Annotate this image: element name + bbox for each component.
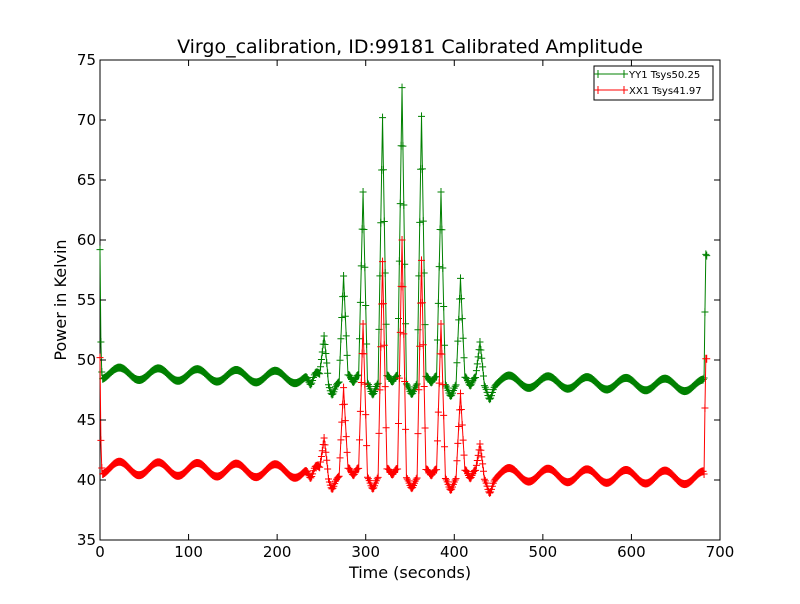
x-axis-label: Time (seconds) — [348, 563, 471, 582]
data-layer — [96, 83, 711, 497]
series-markers — [96, 236, 711, 497]
series-yy1 — [96, 83, 711, 404]
y-tick-label: 70 — [77, 111, 96, 129]
axis-layer: 0 100 200 300 400 500 600 700 35 40 45 50 55 60 65 70 75 — [77, 51, 734, 561]
plot-area-frame — [99, 59, 721, 541]
legend-marker-yy1-right — [620, 70, 628, 78]
legend-frame — [593, 65, 714, 101]
y-tick-label: 65 — [77, 171, 96, 189]
y-tick-label: 35 — [77, 531, 96, 549]
y-tick-label: 60 — [77, 231, 96, 249]
x-tick-label: 500 — [529, 543, 558, 561]
series-markers — [96, 83, 711, 404]
legend-marker-xx1-right — [620, 86, 628, 94]
legend: YY1 Tsys50.25 XX1 Tsys41.97 — [593, 65, 714, 101]
x-tick-label: 100 — [174, 543, 203, 561]
y-tick-label: 55 — [77, 291, 96, 309]
x-tick-label: 300 — [351, 543, 380, 561]
x-tick-label: 200 — [263, 543, 292, 561]
x-tick-label: 600 — [617, 543, 646, 561]
legend-label-yy1: YY1 Tsys50.25 — [628, 70, 700, 81]
x-tick-label: 700 — [706, 543, 735, 561]
y-tick-label: 45 — [77, 411, 96, 429]
x-tick-label: 0 — [95, 543, 105, 561]
x-tick-label: 400 — [440, 543, 469, 561]
y-axis-label: Power in Kelvin — [51, 239, 70, 360]
legend-marker-xx1-left — [594, 86, 602, 94]
legend-entry-yy1: YY1 Tsys50.25 — [594, 70, 700, 81]
legend-label-xx1: XX1 Tsys41.97 — [629, 86, 702, 97]
chart-title: Virgo_calibration, ID:99181 Calibrated A… — [177, 36, 643, 58]
legend-entry-xx1: XX1 Tsys41.97 — [594, 86, 702, 97]
series-xx1 — [96, 236, 711, 497]
y-tick-label: 75 — [77, 51, 96, 69]
y-tick-label: 50 — [77, 351, 96, 369]
legend-marker-yy1-left — [594, 70, 602, 78]
y-tick-label: 40 — [77, 471, 96, 489]
